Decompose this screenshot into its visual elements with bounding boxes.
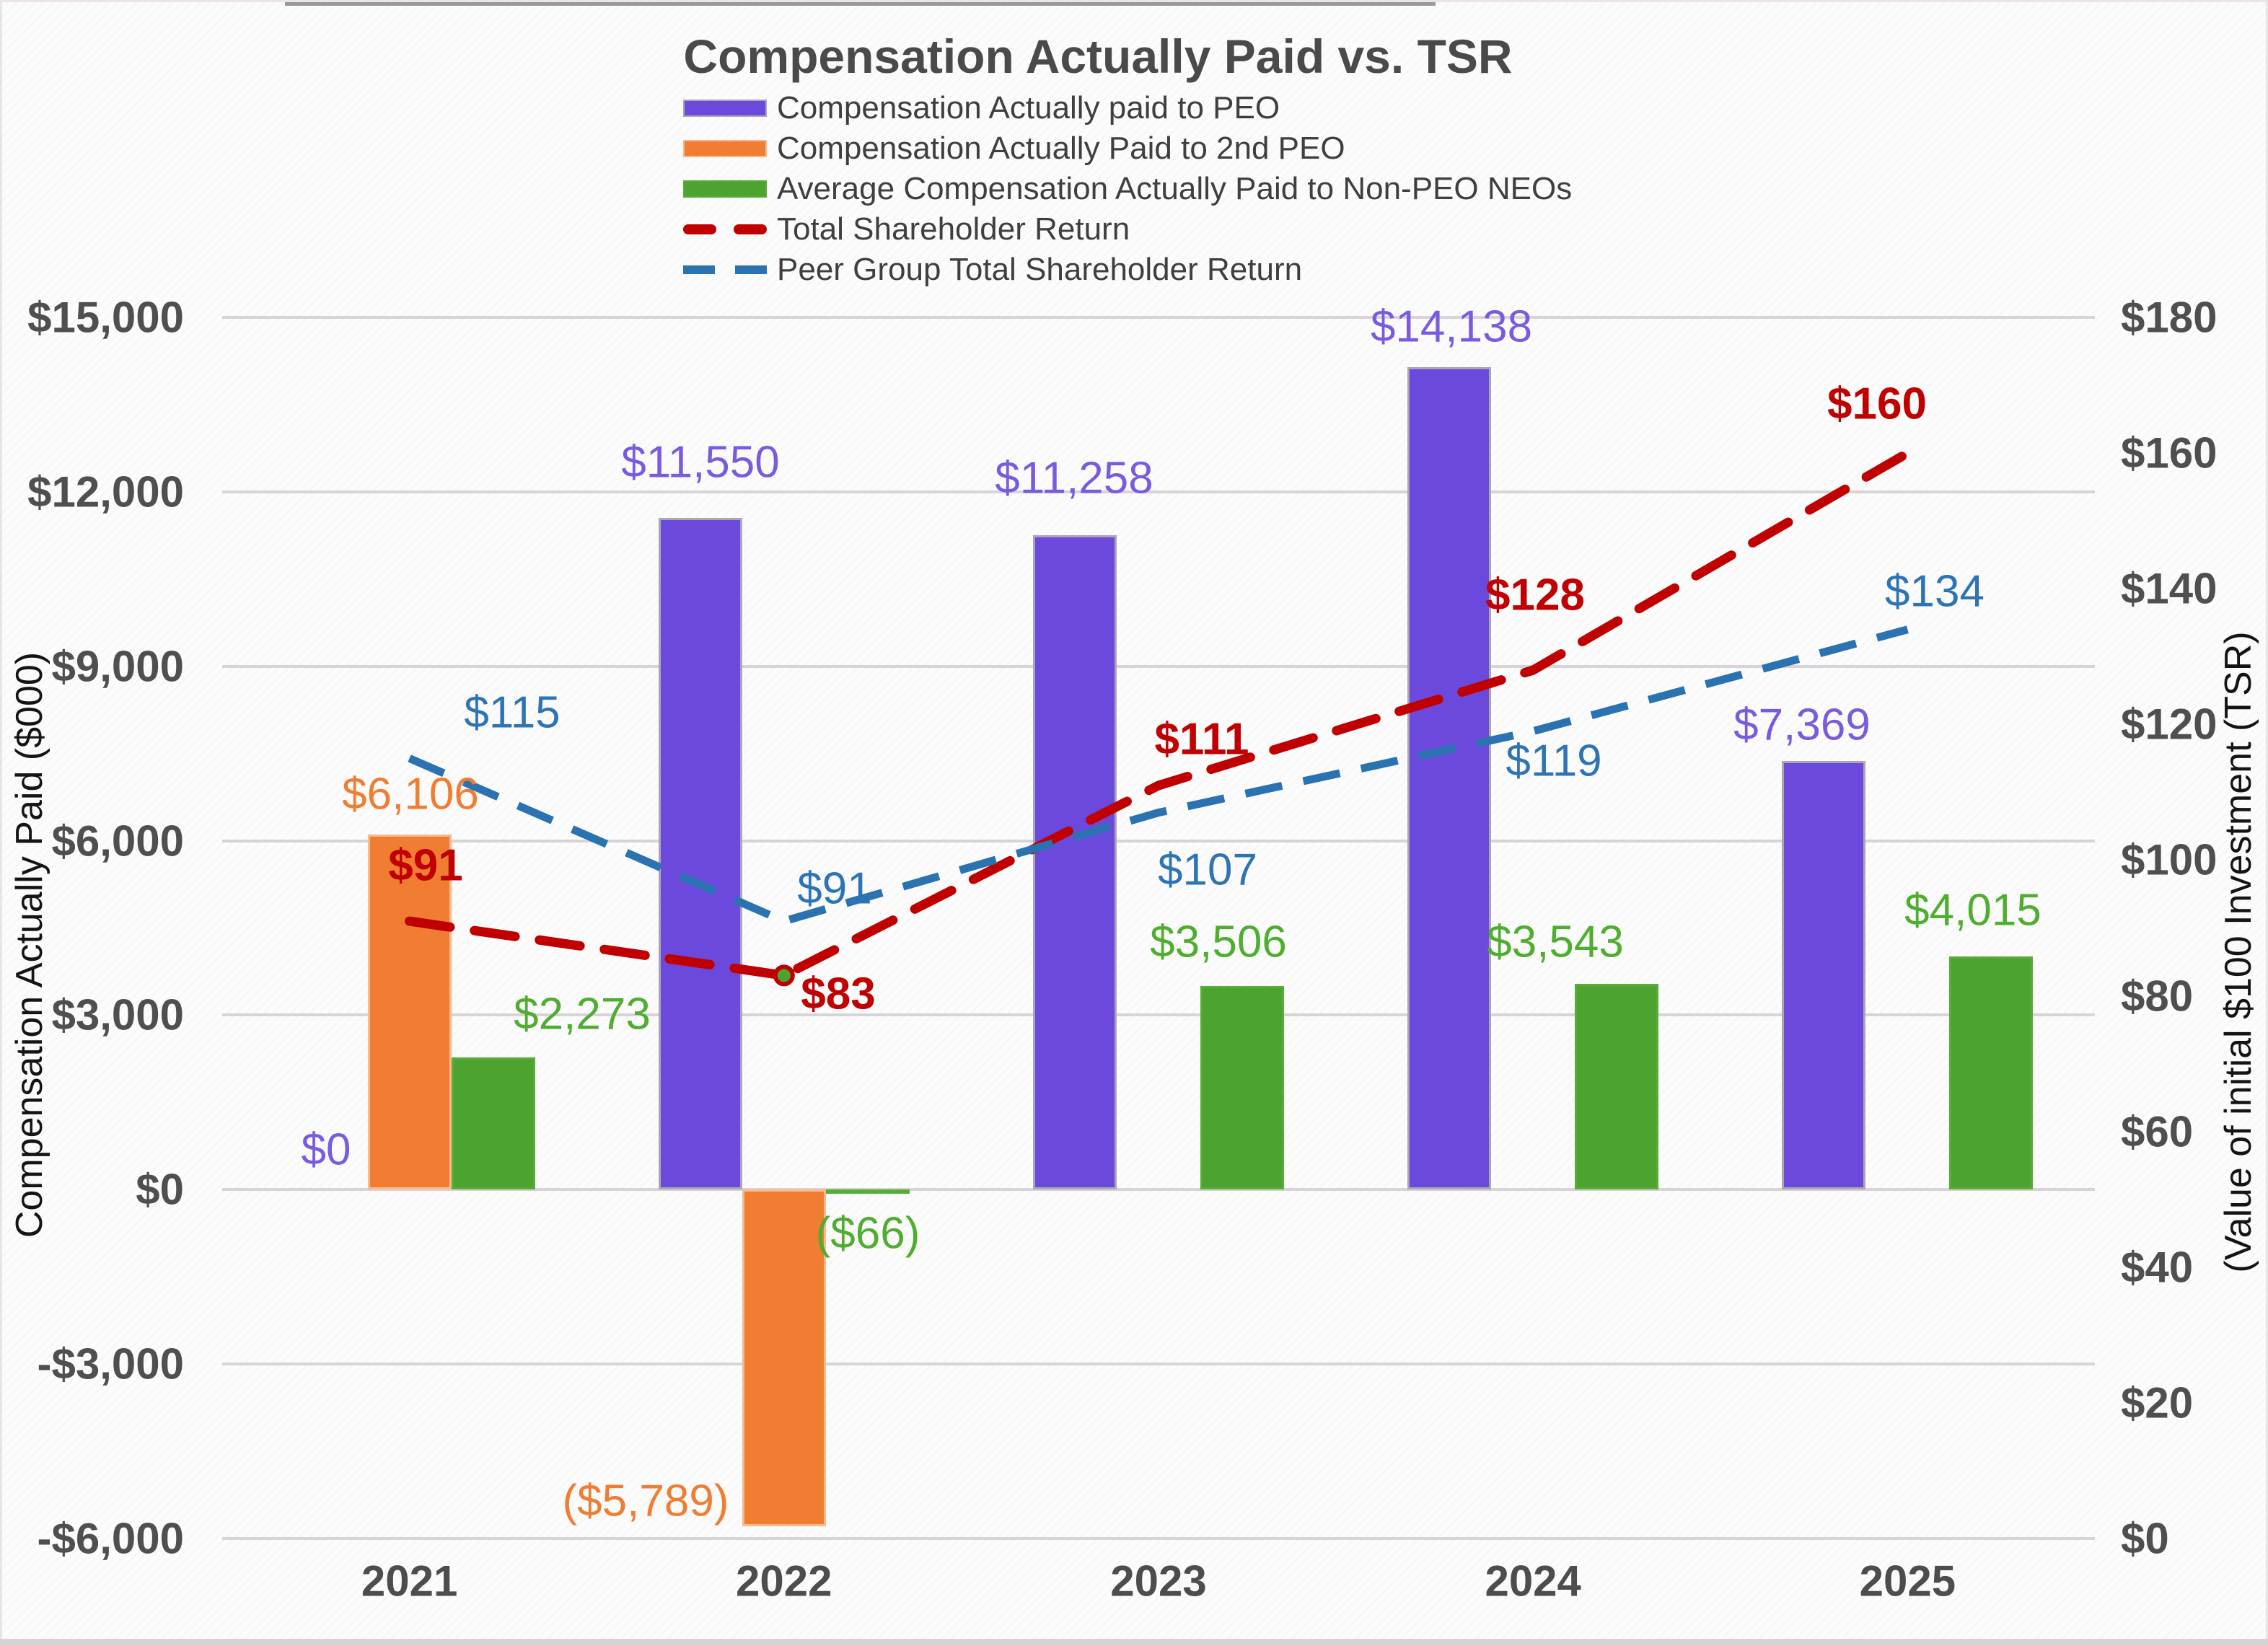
tsr-line	[405, 448, 1912, 981]
right-axis-tick: $0	[2121, 1514, 2169, 1563]
data-label: $11,550	[621, 437, 780, 488]
left-axis-tick: $6,000	[51, 817, 184, 866]
bar-average-compensation-actually-paid-to-non-peo-neos-2024	[1575, 983, 1659, 1190]
peer-tsr-line	[408, 625, 1909, 925]
line-data-label: $160	[1827, 379, 1927, 429]
left-axis-tick: $15,000	[27, 293, 184, 342]
line-data-label: $91	[797, 863, 872, 914]
line-data-label: $119	[1506, 736, 1602, 786]
data-label: $11,258	[995, 453, 1153, 503]
right-axis-tick: $100	[2121, 835, 2218, 884]
line-data-label: $91	[388, 840, 463, 891]
left-axis-tick: -$3,000	[37, 1339, 185, 1388]
right-axis-tick: $20	[2121, 1378, 2194, 1427]
bar-compensation-actually-paid-to-peo-2025	[1782, 761, 1866, 1190]
bar-average-compensation-actually-paid-to-non-peo-neos-2025	[1949, 956, 2034, 1190]
line-data-label: $134	[1885, 566, 1984, 617]
x-axis-label-2025: 2025	[1859, 1557, 1956, 1606]
left-axis-tick: $12,000	[27, 467, 184, 516]
legend-swatch-bar-icon	[683, 100, 767, 117]
bottom-edge-strip	[0, 1639, 2268, 1646]
data-label: $7,369	[1733, 700, 1871, 750]
legend-item-label: Peer Group Total Shareholder Return	[777, 252, 1303, 287]
right-axis-tick: $40	[2121, 1243, 2194, 1292]
gridline	[222, 839, 2095, 842]
data-label: ($66)	[815, 1208, 920, 1259]
gridline	[222, 316, 2095, 319]
gridline	[222, 1188, 2095, 1192]
data-label: $3,506	[1150, 917, 1287, 967]
right-axis-tick: $180	[2121, 293, 2218, 342]
right-axis-tick: $60	[2121, 1107, 2194, 1156]
x-axis-label-2022: 2022	[736, 1557, 832, 1606]
left-axis-tick: $0	[136, 1165, 184, 1214]
gridline	[222, 1013, 2095, 1017]
legend-dash-segment	[734, 224, 767, 234]
bar-average-compensation-actually-paid-to-non-peo-neos-2023	[1200, 985, 1284, 1190]
data-label: $0	[301, 1125, 351, 1175]
legend-dash-segment	[735, 265, 767, 274]
right-axis-tick: $140	[2121, 564, 2218, 613]
legend-swatch-bar-icon	[683, 180, 767, 198]
bar-average-compensation-actually-paid-to-non-peo-neos-2021	[451, 1057, 535, 1190]
legend-item: Peer Group Total Shareholder Return	[683, 250, 1572, 290]
legend-item: Compensation Actually Paid to 2nd PEO	[683, 128, 1572, 169]
data-label: $3,543	[1487, 917, 1624, 967]
right-axis-tick: $160	[2121, 428, 2218, 477]
bar-compensation-actually-paid-to-peo-2022	[658, 518, 742, 1190]
left-axis-tick: -$6,000	[37, 1514, 185, 1563]
legend-swatch-bar-icon	[683, 140, 767, 157]
data-label: $14,138	[1370, 302, 1533, 352]
gridline	[222, 490, 2095, 493]
data-label: $2,273	[514, 989, 651, 1039]
line-data-label: $128	[1485, 570, 1585, 620]
top-edge-strip	[285, 0, 1436, 6]
legend-item: Average Compensation Actually Paid to No…	[683, 169, 1572, 209]
data-label: $6,106	[342, 769, 479, 819]
legend: Compensation Actually paid to PEO Compens…	[683, 88, 1572, 290]
line-data-label: $115	[464, 687, 561, 738]
legend-item-label: Compensation Actually paid to PEO	[777, 90, 1280, 126]
gridline	[222, 664, 2095, 668]
bar-compensation-actually-paid-to-peo-2023	[1033, 534, 1117, 1190]
legend-item-label: Total Shareholder Return	[777, 211, 1130, 247]
bar-compensation-actually-paid-to-2nd-peo-2021	[367, 835, 452, 1190]
legend-swatch-dash-icon	[683, 224, 767, 234]
right-axis-tick: $80	[2121, 972, 2194, 1021]
chart-title: Compensation Actually Paid vs. TSR	[683, 30, 1513, 83]
bar-compensation-actually-paid-to-2nd-peo-2022	[742, 1189, 826, 1526]
line-data-label: $107	[1158, 845, 1257, 895]
line-data-label: $83	[801, 969, 876, 1019]
legend-swatch-dash-icon	[683, 265, 767, 274]
legend-dash-segment	[683, 224, 716, 234]
right-axis-tick: $120	[2121, 700, 2218, 749]
x-axis-label-2023: 2023	[1110, 1557, 1207, 1606]
x-axis-label-2024: 2024	[1485, 1557, 1581, 1606]
bar-average-compensation-actually-paid-to-non-peo-neos-2022	[825, 1189, 910, 1194]
bar-compensation-actually-paid-to-peo-2024	[1407, 367, 1492, 1190]
x-axis-label-2021: 2021	[361, 1557, 458, 1606]
gridline	[222, 1537, 2095, 1540]
line-data-label: $111	[1154, 714, 1249, 765]
data-label: $4,015	[1904, 885, 2041, 936]
data-label: ($5,789)	[562, 1476, 729, 1526]
legend-item-label: Compensation Actually Paid to 2nd PEO	[777, 131, 1345, 166]
left-axis-tick: $9,000	[51, 642, 184, 691]
legend-dash-segment	[683, 265, 715, 274]
legend-item: Compensation Actually paid to PEO	[683, 88, 1572, 128]
tsr-2022-marker	[773, 964, 795, 987]
legend-item: Total Shareholder Return	[683, 209, 1572, 250]
gridline	[222, 1363, 2095, 1366]
left-axis-tick: $3,000	[51, 990, 184, 1039]
legend-item-label: Average Compensation Actually Paid to No…	[777, 171, 1573, 206]
top-edge-strip-light	[0, 0, 2268, 2]
